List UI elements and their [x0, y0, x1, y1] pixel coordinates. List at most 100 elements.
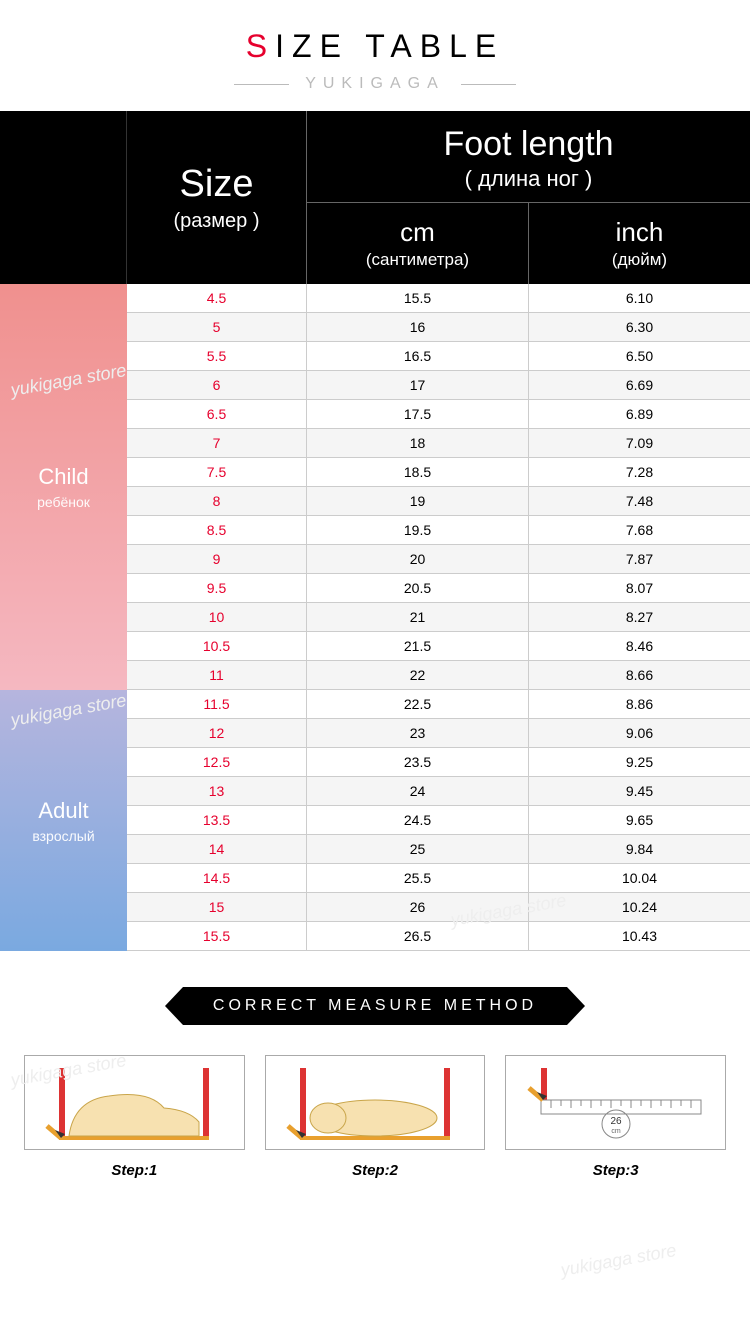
- cell-inch: 10.04: [529, 864, 750, 893]
- cell-size: 4.5: [127, 284, 307, 313]
- size-table-infographic: SIZE TABLE YUKIGAGA Size (размер ) Foot …: [0, 0, 750, 1219]
- table-row: 7187.09: [127, 429, 750, 458]
- cell-cm: 21.5: [307, 632, 529, 661]
- cell-size: 12: [127, 719, 307, 748]
- cell-size: 13.5: [127, 806, 307, 835]
- watermark: yukigaga store: [559, 1240, 678, 1281]
- cell-size: 10.5: [127, 632, 307, 661]
- cell-inch: 8.86: [529, 690, 750, 719]
- category-adult: Adult взрослый: [0, 690, 127, 951]
- measure-heading: CORRECT MEASURE METHOD: [183, 987, 567, 1025]
- divider-left: [234, 84, 289, 85]
- header-category-spacer: [0, 111, 127, 284]
- header-size-main: Size: [180, 163, 254, 206]
- header-units: cm (сантиметра) inch (дюйм): [307, 203, 750, 284]
- table-row: 5166.30: [127, 313, 750, 342]
- step3-label: Step:3: [505, 1162, 726, 1179]
- cell-inch: 7.87: [529, 545, 750, 574]
- table-row: 4.515.56.10: [127, 284, 750, 313]
- cell-inch: 6.30: [529, 313, 750, 342]
- step2-image: [265, 1055, 486, 1150]
- cell-cm: 23.5: [307, 748, 529, 777]
- cell-cm: 16: [307, 313, 529, 342]
- cell-inch: 7.48: [529, 487, 750, 516]
- cell-inch: 9.06: [529, 719, 750, 748]
- cell-cm: 20: [307, 545, 529, 574]
- table-row: 13.524.59.65: [127, 806, 750, 835]
- table-row: 6176.69: [127, 371, 750, 400]
- table-row: 6.517.56.89: [127, 400, 750, 429]
- cell-cm: 15.5: [307, 284, 529, 313]
- step2-label: Step:2: [265, 1162, 486, 1179]
- cell-size: 10: [127, 603, 307, 632]
- main-title: SIZE TABLE: [0, 28, 750, 65]
- measure-section: CORRECT MEASURE METHOD Step:1: [0, 951, 750, 1219]
- category-child-main: Child: [38, 464, 88, 490]
- cell-cm: 25.5: [307, 864, 529, 893]
- cell-size: 9.5: [127, 574, 307, 603]
- table-row: 11228.66: [127, 661, 750, 690]
- header-size-sub: (размер ): [173, 210, 259, 233]
- cell-inch: 6.69: [529, 371, 750, 400]
- table-row: 10.521.58.46: [127, 632, 750, 661]
- table-row: 12.523.59.25: [127, 748, 750, 777]
- category-child: Child ребёнок: [0, 284, 127, 690]
- header-cm-main: cm: [307, 217, 528, 248]
- cell-cm: 22.5: [307, 690, 529, 719]
- cell-cm: 23: [307, 719, 529, 748]
- category-adult-main: Adult: [38, 798, 88, 824]
- cell-inch: 9.45: [529, 777, 750, 806]
- cell-inch: 6.10: [529, 284, 750, 313]
- table-row: 12239.06: [127, 719, 750, 748]
- ribbon-wrap: CORRECT MEASURE METHOD: [0, 987, 750, 1025]
- title-rest: IZE TABLE: [275, 28, 504, 64]
- header-footlength-wrap: Foot length ( длина ног ) cm (сантиметра…: [307, 111, 750, 284]
- ruler-value: 26: [610, 1116, 622, 1127]
- header-inch-sub: (дюйм): [529, 250, 750, 270]
- cell-size: 6.5: [127, 400, 307, 429]
- cell-size: 12.5: [127, 748, 307, 777]
- cell-inch: 10.24: [529, 893, 750, 922]
- category-adult-sub: взрослый: [32, 828, 94, 844]
- table-header: Size (размер ) Foot length ( длина ног )…: [0, 111, 750, 284]
- header-size: Size (размер ): [127, 111, 307, 284]
- header-footlength: Foot length ( длина ног ): [307, 111, 750, 203]
- table-row: 14259.84: [127, 835, 750, 864]
- measure-steps: Step:1 Step:2: [0, 1025, 750, 1219]
- table-row: 9.520.58.07: [127, 574, 750, 603]
- table-row: 8.519.57.68: [127, 516, 750, 545]
- cell-inch: 8.46: [529, 632, 750, 661]
- cell-size: 11: [127, 661, 307, 690]
- cell-cm: 18.5: [307, 458, 529, 487]
- measure-step-2: Step:2: [265, 1055, 486, 1179]
- cell-cm: 24: [307, 777, 529, 806]
- cell-inch: 9.25: [529, 748, 750, 777]
- cell-inch: 9.65: [529, 806, 750, 835]
- cell-inch: 6.89: [529, 400, 750, 429]
- cell-inch: 7.68: [529, 516, 750, 545]
- cell-cm: 22: [307, 661, 529, 690]
- cell-inch: 6.50: [529, 342, 750, 371]
- cell-inch: 8.07: [529, 574, 750, 603]
- cell-size: 5.5: [127, 342, 307, 371]
- header-foot-sub: ( длина ног ): [307, 166, 750, 192]
- title-first-letter: S: [246, 28, 275, 64]
- header-inch: inch (дюйм): [529, 203, 750, 284]
- cell-cm: 19.5: [307, 516, 529, 545]
- cell-cm: 19: [307, 487, 529, 516]
- table-row: 7.518.57.28: [127, 458, 750, 487]
- cell-cm: 16.5: [307, 342, 529, 371]
- cell-inch: 10.43: [529, 922, 750, 951]
- table-row: 5.516.56.50: [127, 342, 750, 371]
- brand-line: YUKIGAGA: [0, 75, 750, 93]
- header-cm-sub: (сантиметра): [307, 250, 528, 270]
- cell-size: 15: [127, 893, 307, 922]
- step1-label: Step:1: [24, 1162, 245, 1179]
- cell-size: 7: [127, 429, 307, 458]
- cell-size: 13: [127, 777, 307, 806]
- cell-inch: 7.09: [529, 429, 750, 458]
- table-body: Child ребёнок Adult взрослый 4.515.56.10…: [0, 284, 750, 951]
- divider-right: [461, 84, 516, 85]
- cell-size: 15.5: [127, 922, 307, 951]
- cell-cm: 17.5: [307, 400, 529, 429]
